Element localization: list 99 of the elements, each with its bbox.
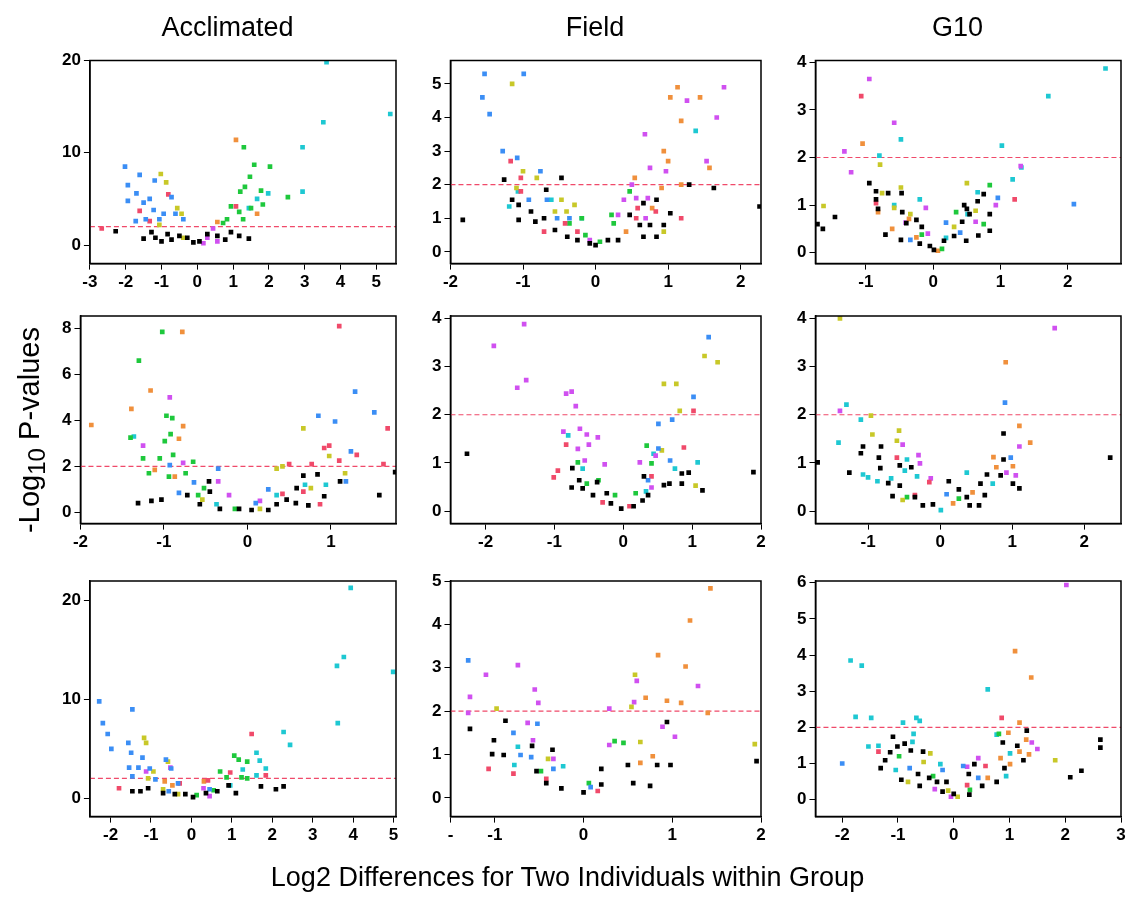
x-tick-label: -2 bbox=[102, 825, 119, 845]
x-tick-label: -2 bbox=[442, 272, 459, 292]
y-tick-label: 0 bbox=[431, 500, 442, 520]
x-tick-label: 0 bbox=[949, 825, 959, 845]
y-tick-label: 2 bbox=[431, 700, 442, 720]
y-tick-label: 1 bbox=[431, 744, 442, 764]
y-tick-label: 4 bbox=[796, 644, 807, 664]
x-tick-label: 4 bbox=[348, 825, 359, 845]
y-tick-label: 4 bbox=[796, 308, 807, 328]
y-tick-label: 0 bbox=[796, 500, 807, 520]
x-tick-label: 0 bbox=[186, 825, 197, 845]
y-tick-label: 1 bbox=[796, 194, 807, 214]
x-tick-label: - bbox=[447, 825, 454, 845]
y-tick-label: 1 bbox=[796, 452, 807, 472]
x-tick-label: 5 bbox=[388, 825, 399, 845]
y-tick-label: 4 bbox=[431, 107, 442, 127]
y-tick-label: 2 bbox=[431, 174, 442, 194]
x-tick-label: 0 bbox=[935, 532, 945, 552]
y-tick-label: 5 bbox=[431, 73, 442, 93]
y-tick-label: 10 bbox=[61, 689, 81, 709]
y-tick-label: 4 bbox=[796, 51, 807, 71]
x-axis-title: Log2 Differences for Two Individuals within Group bbox=[269, 862, 866, 893]
x-tick-label: -3 bbox=[82, 272, 98, 292]
x-tick-label: -1 bbox=[156, 532, 172, 552]
y-tick-label: 3 bbox=[431, 140, 442, 160]
x-tick-label: 2 bbox=[267, 825, 277, 845]
x-tick-label: -1 bbox=[153, 272, 170, 292]
x-tick-label: 2 bbox=[264, 272, 274, 292]
y-tick-label: 6 bbox=[796, 572, 807, 592]
x-tick-label: 1 bbox=[995, 272, 1006, 292]
y-tick-label: 4 bbox=[61, 410, 72, 430]
x-tick-label: 1 bbox=[227, 825, 237, 845]
y-tick-label: 6 bbox=[61, 364, 72, 384]
x-tick-label: -2 bbox=[72, 532, 89, 552]
y-tick-label: 0 bbox=[431, 241, 442, 261]
x-tick-label: 2 bbox=[1079, 532, 1089, 552]
y-tick-label: 3 bbox=[796, 99, 807, 119]
x-tick-label: 1 bbox=[663, 272, 673, 292]
x-tick-label: -1 bbox=[143, 825, 159, 845]
y-tick-label: 2 bbox=[431, 404, 442, 424]
y-tick-label: 3 bbox=[431, 657, 442, 677]
x-tick-label: 2 bbox=[1060, 825, 1070, 845]
x-tick-label: 0 bbox=[928, 272, 938, 292]
y-tick-label: 0 bbox=[431, 787, 442, 807]
y-tick-label: 2 bbox=[796, 404, 807, 424]
y-tick-label: 4 bbox=[431, 614, 442, 634]
x-tick-label: 1 bbox=[1007, 532, 1017, 552]
x-tick-label: 4 bbox=[335, 272, 346, 292]
y-tick-label: 1 bbox=[431, 207, 442, 227]
y-tick-label: 20 bbox=[61, 590, 81, 610]
x-tick-label: -1 bbox=[890, 825, 906, 845]
y-tick-label: 3 bbox=[431, 356, 442, 376]
x-tick-label: 2 bbox=[756, 532, 766, 552]
x-tick-label: -1 bbox=[546, 532, 562, 552]
x-tick-label: 2 bbox=[756, 825, 766, 845]
x-tick-label: 1 bbox=[228, 272, 238, 292]
y-tick-label: 0 bbox=[61, 502, 72, 522]
x-tick-label: -1 bbox=[487, 825, 503, 845]
x-tick-label: -1 bbox=[858, 272, 874, 292]
x-tick-label: -1 bbox=[860, 532, 876, 552]
y-tick-label: 2 bbox=[796, 147, 807, 167]
y-tick-label: 0 bbox=[796, 242, 807, 262]
x-tick-label: 5 bbox=[371, 272, 382, 292]
y-tick-label: 3 bbox=[796, 680, 807, 700]
y-tick-label: 0 bbox=[71, 787, 81, 807]
y-tick-label: 2 bbox=[796, 717, 807, 737]
x-tick-label: 0 bbox=[578, 825, 589, 845]
x-tick-label: 1 bbox=[667, 825, 678, 845]
x-tick-label: 3 bbox=[1116, 825, 1126, 845]
y-tick-label: 1 bbox=[796, 753, 807, 773]
x-tick-label: 2 bbox=[735, 272, 746, 292]
x-tick-label: 1 bbox=[687, 532, 697, 552]
x-tick-label: 0 bbox=[618, 532, 629, 552]
x-tick-label: 0 bbox=[590, 272, 601, 292]
chart-title: Field bbox=[565, 11, 625, 42]
x-tick-label: 1 bbox=[1004, 825, 1015, 845]
y-tick-label: 8 bbox=[61, 318, 72, 338]
chart-title: Acclimated bbox=[161, 11, 294, 42]
y-tick-label: 3 bbox=[796, 356, 807, 376]
y-tick-label: 0 bbox=[71, 234, 81, 254]
y-tick-label: 4 bbox=[431, 308, 442, 328]
y-tick-label: 2 bbox=[61, 456, 72, 476]
x-tick-label: -2 bbox=[118, 272, 134, 292]
x-tick-label: 0 bbox=[242, 532, 253, 552]
x-tick-label: 2 bbox=[1063, 272, 1073, 292]
x-tick-label: -2 bbox=[478, 532, 494, 552]
x-tick-label: 3 bbox=[307, 825, 318, 845]
chart-title: G10 bbox=[931, 11, 984, 42]
x-tick-label: -1 bbox=[515, 272, 531, 292]
y-tick-label: 5 bbox=[796, 608, 807, 628]
y-tick-label: 10 bbox=[61, 142, 81, 162]
x-tick-label: -2 bbox=[834, 825, 850, 845]
y-tick-label: 5 bbox=[431, 570, 442, 590]
x-tick-label: 0 bbox=[192, 272, 203, 292]
y-tick-label: 0 bbox=[796, 789, 807, 809]
x-tick-label: 3 bbox=[299, 272, 310, 292]
y-tick-label: 1 bbox=[431, 452, 442, 472]
y-tick-label: 20 bbox=[61, 50, 81, 70]
x-tick-label: 1 bbox=[326, 532, 336, 552]
